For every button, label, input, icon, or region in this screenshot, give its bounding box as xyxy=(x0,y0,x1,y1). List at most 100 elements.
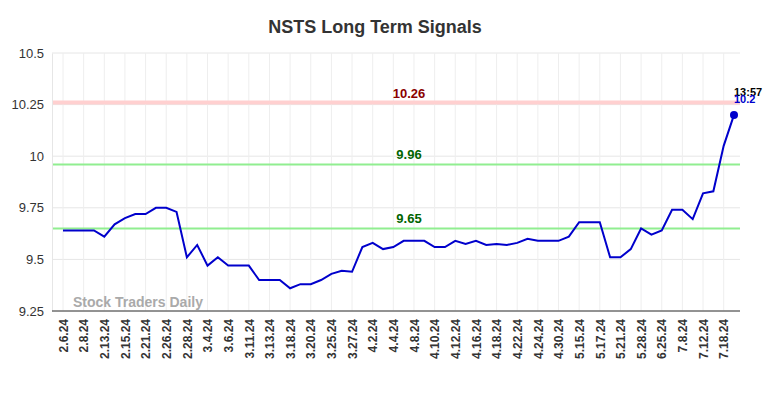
x-tick: 4.8.24 xyxy=(408,311,422,352)
grid-line-x xyxy=(661,53,662,311)
x-tick: 2.28.24 xyxy=(181,311,195,359)
x-tick-label: 4.16.24 xyxy=(470,319,484,359)
x-tick: 3.27.24 xyxy=(346,311,360,359)
grid-line-x xyxy=(207,53,208,311)
x-tick-label: 4.24.24 xyxy=(532,319,546,359)
grid-line-x xyxy=(517,53,518,311)
last-point xyxy=(730,111,738,119)
x-tick-label: 7.8.24 xyxy=(676,319,690,353)
grid-line-x xyxy=(331,53,332,311)
x-tick-label: 2.26.24 xyxy=(160,319,174,359)
y-tick: 10.25 xyxy=(11,97,52,112)
grid-line-x xyxy=(290,53,291,311)
x-tick: 3.20.24 xyxy=(304,311,318,359)
y-tick: 9.75 xyxy=(19,200,52,215)
y-tick: 9.5 xyxy=(26,252,52,267)
grid-line-x xyxy=(63,53,64,311)
grid-line-x xyxy=(496,53,497,311)
x-tick: 3.11.24 xyxy=(243,311,257,358)
x-tick-label: 3.20.24 xyxy=(304,319,318,359)
x-tick-label: 5.17.24 xyxy=(594,319,608,359)
x-tick-label: 4.10.24 xyxy=(428,319,442,359)
x-tick-label: 3.13.24 xyxy=(263,319,277,359)
x-tick: 5.21.24 xyxy=(614,311,628,359)
x-tick: 3.6.24 xyxy=(222,311,236,352)
grid-line-x xyxy=(269,53,270,311)
grid-line-x xyxy=(145,53,146,311)
grid-line-x xyxy=(682,53,683,311)
x-tick-label: 2.13.24 xyxy=(98,319,112,359)
grid-line-x xyxy=(434,53,435,311)
x-tick: 2.15.24 xyxy=(119,311,133,359)
x-tick-label: 3.27.24 xyxy=(346,319,360,359)
series-line xyxy=(63,115,734,288)
x-tick-label: 4.22.24 xyxy=(511,319,525,359)
grid-line-x xyxy=(372,53,373,311)
grid-line-x xyxy=(228,53,229,311)
x-tick: 2.26.24 xyxy=(160,311,174,359)
y-tick: 10 xyxy=(30,149,52,164)
x-axis-line xyxy=(52,311,740,312)
x-tick: 5.15.24 xyxy=(573,311,587,359)
x-tick-label: 6.25.24 xyxy=(655,319,669,359)
annotation-value: 10.2 xyxy=(734,93,755,105)
x-tick: 2.21.24 xyxy=(139,311,153,359)
x-tick-label: 4.12.24 xyxy=(449,319,463,359)
y-tick-label: 9.75 xyxy=(19,200,44,215)
watermark: Stock Traders Daily xyxy=(73,294,203,310)
grid xyxy=(52,53,740,311)
x-tick-label: 2.21.24 xyxy=(139,319,153,359)
grid-line-x xyxy=(620,53,621,311)
x-tick-label: 4.8.24 xyxy=(408,319,422,353)
y-tick-label: 10.5 xyxy=(19,46,44,61)
reference-label: 9.96 xyxy=(396,147,421,162)
grid-line-x xyxy=(641,53,642,311)
y-tick-label: 10 xyxy=(30,149,44,164)
x-tick: 4.22.24 xyxy=(511,311,525,359)
x-tick-label: 4.18.24 xyxy=(490,319,504,359)
x-axis: 2.6.242.8.242.13.242.15.242.21.242.26.24… xyxy=(52,311,740,359)
reference-label: 9.65 xyxy=(396,211,421,226)
grid-line-x xyxy=(703,53,704,311)
grid-line-x xyxy=(723,53,724,311)
grid-line-x xyxy=(104,53,105,311)
x-tick-label: 7.12.24 xyxy=(697,319,711,359)
y-axis-line xyxy=(52,54,53,312)
x-tick: 4.10.24 xyxy=(428,311,442,359)
x-tick-label: 2.6.24 xyxy=(57,319,71,353)
x-tick: 2.13.24 xyxy=(98,311,112,359)
x-tick-label: 3.11.24 xyxy=(243,319,257,359)
x-tick: 2.6.24 xyxy=(57,311,71,352)
x-tick: 4.18.24 xyxy=(490,311,504,359)
grid-line-x xyxy=(186,53,187,311)
grid-line-y xyxy=(52,53,740,54)
x-tick-label: 7.18.24 xyxy=(717,319,731,359)
grid-line-x xyxy=(310,53,311,311)
reference-label: 10.26 xyxy=(393,86,426,101)
y-axis: 9.25 9.5 9.75 10 10.25 10.5 xyxy=(11,46,52,319)
grid-line-x xyxy=(537,53,538,311)
x-tick-label: 3.4.24 xyxy=(201,319,215,353)
x-tick: 4.12.24 xyxy=(449,311,463,359)
x-tick-label: 2.28.24 xyxy=(181,319,195,359)
x-tick-label: 2.15.24 xyxy=(119,319,133,359)
x-tick: 3.13.24 xyxy=(263,311,277,359)
reference-line xyxy=(52,101,740,105)
x-tick: 5.17.24 xyxy=(594,311,608,359)
title: NSTS Long Term Signals xyxy=(268,17,482,37)
x-tick-label: 5.15.24 xyxy=(573,319,587,359)
x-tick: 4.2.24 xyxy=(366,311,380,352)
chart: NSTS Long Term Signals Stock Traders Dail… xyxy=(0,0,784,398)
grid-line-x xyxy=(599,53,600,311)
x-tick: 3.25.24 xyxy=(325,311,339,359)
grid-line-x xyxy=(579,53,580,311)
y-tick: 9.25 xyxy=(19,304,52,319)
x-tick: 4.30.24 xyxy=(552,311,566,359)
grid-line-x xyxy=(455,53,456,311)
x-tick: 3.18.24 xyxy=(284,311,298,359)
y-tick-label: 9.25 xyxy=(19,304,44,319)
grid-line-x xyxy=(558,53,559,311)
plot-area xyxy=(52,103,740,289)
grid-line-x xyxy=(124,53,125,311)
x-tick: 4.24.24 xyxy=(532,311,546,359)
